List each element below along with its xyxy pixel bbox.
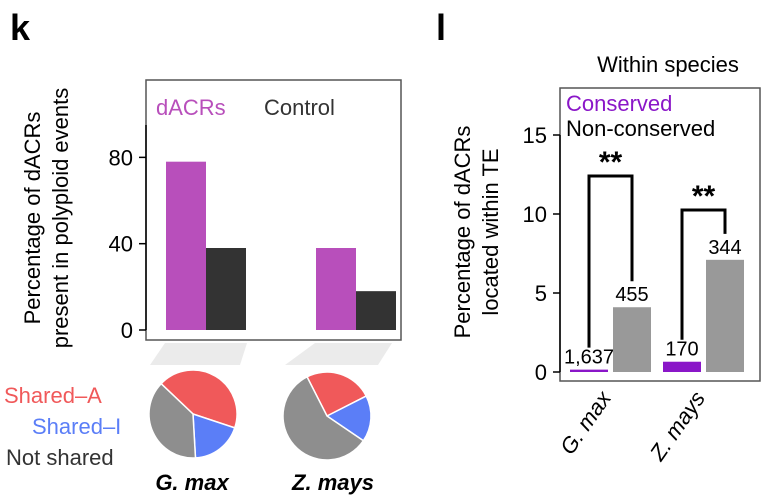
l-ylabel-line-1: Percentage of dACRs bbox=[450, 126, 475, 339]
l-bar bbox=[706, 259, 744, 372]
l-bar bbox=[663, 361, 701, 372]
k-legend-control: Control bbox=[264, 95, 335, 120]
l-y-tick-label: 5 bbox=[535, 281, 547, 306]
k-y-tick-label: 0 bbox=[121, 318, 133, 343]
l-significance-marker: ** bbox=[599, 146, 623, 179]
k-bar bbox=[206, 248, 246, 330]
l-bar bbox=[613, 307, 651, 372]
pie-legend-not-shared: Not shared bbox=[6, 445, 114, 470]
l-ylabel-line-2: located within TE bbox=[478, 148, 503, 315]
l-significance-bracket bbox=[587, 174, 634, 348]
l-bar-data-label: 1,637 bbox=[564, 347, 614, 369]
l-bar bbox=[570, 369, 608, 372]
pie-label-zmays: Z. mays bbox=[291, 470, 374, 495]
k-y-tick-label: 80 bbox=[109, 145, 133, 170]
pie-label-gmax: G. max bbox=[155, 470, 229, 495]
panel-letter-k: k bbox=[10, 7, 31, 48]
l-bar-data-label: 170 bbox=[665, 339, 698, 361]
k-bar bbox=[166, 161, 206, 330]
l-y-tick-label: 10 bbox=[523, 202, 547, 227]
k-connector-zmays bbox=[285, 343, 392, 365]
l-legend-non-conserved: Non-conserved bbox=[566, 116, 715, 141]
panel-letter-l: l bbox=[436, 7, 446, 48]
l-bar-data-label: 344 bbox=[708, 237, 741, 259]
l-x-tick-label: Z. mays bbox=[644, 387, 710, 466]
pie-legend-shared-i: Shared–I bbox=[32, 414, 121, 439]
l-significance-bracket bbox=[680, 208, 727, 340]
k-ylabel-line-1: Percentage of dACRs bbox=[20, 112, 45, 325]
l-y-tick-label: 15 bbox=[523, 123, 547, 148]
l-x-tick-label: G. max bbox=[555, 386, 617, 459]
pie-slice bbox=[325, 395, 372, 442]
l-legend-conserved: Conserved bbox=[566, 91, 672, 116]
k-bar bbox=[316, 248, 356, 330]
k-bar bbox=[356, 291, 396, 330]
pie-slice bbox=[148, 382, 197, 459]
pie-legend-shared-a: Shared–A bbox=[4, 383, 102, 408]
k-legend-dacrs: dACRs bbox=[156, 95, 226, 120]
l-bar-data-label: 455 bbox=[615, 284, 648, 306]
l-significance-marker: ** bbox=[692, 180, 716, 213]
pie-slice bbox=[192, 412, 236, 459]
k-connector-gmax bbox=[150, 343, 247, 365]
k-ylabel-line-2: present in polyploid events bbox=[48, 88, 73, 349]
l-y-tick-label: 0 bbox=[535, 360, 547, 385]
l-title: Within species bbox=[597, 52, 739, 77]
pie-slice bbox=[160, 369, 238, 429]
pie-slice bbox=[282, 375, 365, 461]
k-y-tick-label: 40 bbox=[109, 232, 133, 257]
